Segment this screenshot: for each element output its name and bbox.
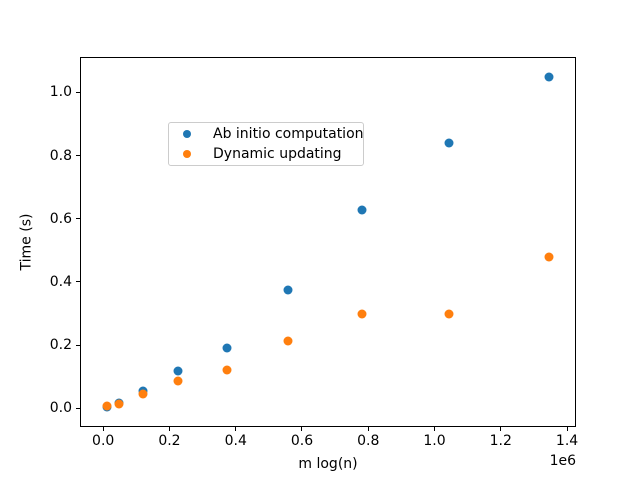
y-tick-label: 0.2: [49, 337, 72, 354]
scatter-point: [114, 399, 124, 409]
x-tick-mark: [434, 427, 436, 431]
x-tick-label: 0.6: [290, 433, 314, 449]
scatter-point: [222, 365, 232, 375]
x-tick-label: 1.4: [555, 433, 579, 449]
y-tick-mark: [76, 407, 80, 409]
y-axis-label: Time (s): [18, 213, 35, 271]
scatter-point: [357, 309, 367, 319]
y-tick-mark: [76, 155, 80, 157]
y-tick-mark: [76, 281, 80, 283]
scatter-point: [283, 285, 293, 295]
x-tick-label: 0.2: [158, 433, 181, 449]
scatter-point: [444, 138, 454, 148]
scatter-point: [173, 366, 183, 376]
x-tick-mark: [566, 427, 568, 431]
y-tick-mark: [76, 218, 80, 220]
y-tick-mark: [76, 91, 80, 93]
scatter-point: [173, 376, 183, 386]
x-tick-mark: [301, 427, 303, 431]
series-marker-icon: [183, 150, 191, 158]
scatter-point: [357, 205, 367, 215]
scatter-point: [102, 401, 111, 411]
x-tick-label: 0.8: [357, 433, 380, 449]
scatter-point: [283, 336, 293, 346]
y-tick-label: 0.4: [49, 273, 72, 290]
scatter-point: [138, 389, 148, 399]
scatter-point: [544, 72, 554, 82]
x-tick-mark: [102, 427, 104, 431]
series-marker-icon: [183, 130, 191, 138]
x-axis-label: m log(n): [298, 456, 358, 472]
x-tick-label: 0.4: [224, 433, 247, 449]
x-tick-label: 0.0: [92, 433, 115, 449]
x-tick-mark: [500, 427, 502, 431]
y-tick-label: 0.8: [49, 147, 72, 164]
legend-item: Ab initio computation: [183, 126, 364, 142]
scatter-point: [222, 343, 232, 353]
scatter-point: [444, 309, 454, 319]
plot-area: Ab initio computation Dynamic updating: [80, 57, 576, 427]
y-tick-label: 0.6: [49, 210, 72, 227]
x-tick-mark: [367, 427, 369, 431]
x-tick-mark: [235, 427, 237, 431]
x-tick-label: 1.0: [423, 433, 446, 449]
legend-label: Ab initio computation: [213, 126, 364, 142]
x-tick-label: 1.2: [489, 433, 512, 449]
y-tick-mark: [76, 344, 80, 346]
legend: Ab initio computation Dynamic updating: [168, 122, 364, 166]
y-tick-label: 0.0: [49, 400, 72, 417]
x-tick-mark: [168, 427, 170, 431]
scatter-point: [544, 252, 554, 262]
legend-item: Dynamic updating: [183, 146, 355, 162]
legend-label: Dynamic updating: [213, 146, 342, 162]
y-tick-label: 1.0: [49, 84, 72, 101]
x-axis-offset-label: 1e6: [549, 453, 576, 469]
